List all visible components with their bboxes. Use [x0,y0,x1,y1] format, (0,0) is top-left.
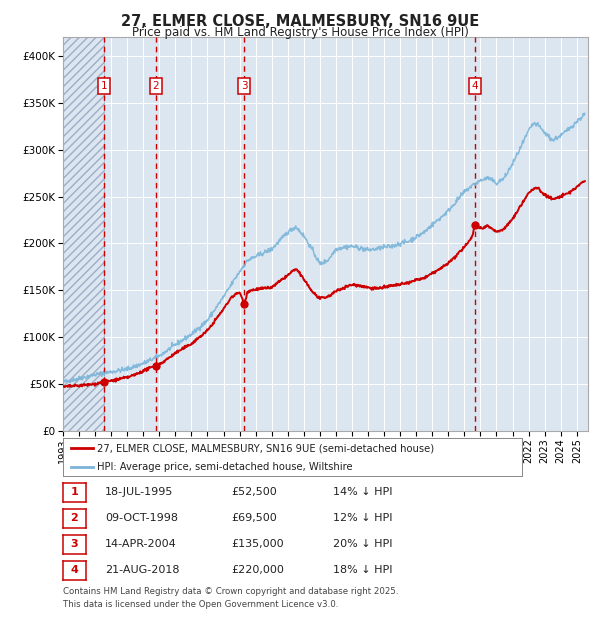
Text: £52,500: £52,500 [231,487,277,497]
Text: £135,000: £135,000 [231,539,284,549]
Text: £220,000: £220,000 [231,565,284,575]
Text: 3: 3 [71,539,78,549]
Text: 14-APR-2004: 14-APR-2004 [105,539,177,549]
Text: £69,500: £69,500 [231,513,277,523]
Text: 18% ↓ HPI: 18% ↓ HPI [333,565,392,575]
Text: 12% ↓ HPI: 12% ↓ HPI [333,513,392,523]
Text: This data is licensed under the Open Government Licence v3.0.: This data is licensed under the Open Gov… [63,600,338,609]
Text: 27, ELMER CLOSE, MALMESBURY, SN16 9UE (semi-detached house): 27, ELMER CLOSE, MALMESBURY, SN16 9UE (s… [97,443,434,453]
Text: 20% ↓ HPI: 20% ↓ HPI [333,539,392,549]
Text: 18-JUL-1995: 18-JUL-1995 [105,487,173,497]
Text: 2: 2 [152,81,159,91]
Text: 27, ELMER CLOSE, MALMESBURY, SN16 9UE: 27, ELMER CLOSE, MALMESBURY, SN16 9UE [121,14,479,29]
Text: 4: 4 [472,81,478,91]
Text: 2: 2 [71,513,78,523]
Text: 14% ↓ HPI: 14% ↓ HPI [333,487,392,497]
Text: 1: 1 [100,81,107,91]
Text: Price paid vs. HM Land Registry's House Price Index (HPI): Price paid vs. HM Land Registry's House … [131,26,469,39]
Text: 3: 3 [241,81,248,91]
Text: HPI: Average price, semi-detached house, Wiltshire: HPI: Average price, semi-detached house,… [97,461,353,472]
Text: 4: 4 [70,565,79,575]
Text: Contains HM Land Registry data © Crown copyright and database right 2025.: Contains HM Land Registry data © Crown c… [63,587,398,596]
Text: 1: 1 [71,487,78,497]
Text: 21-AUG-2018: 21-AUG-2018 [105,565,179,575]
Text: 09-OCT-1998: 09-OCT-1998 [105,513,178,523]
